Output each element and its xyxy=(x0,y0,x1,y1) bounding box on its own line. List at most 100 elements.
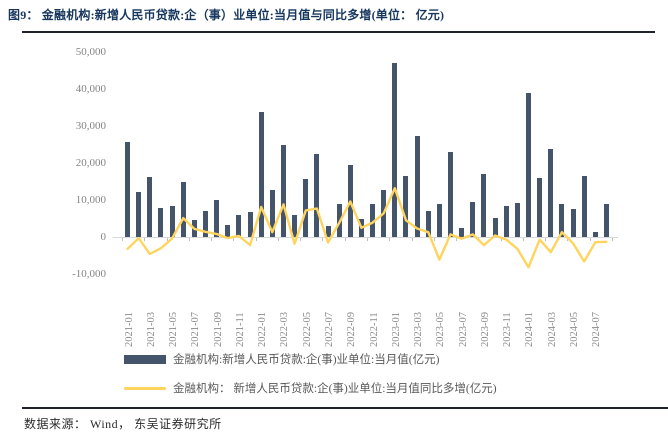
bottom-divider xyxy=(22,407,668,409)
axis-tick xyxy=(545,238,547,241)
bar-2023-10 xyxy=(492,218,498,237)
axis-tick xyxy=(144,238,146,241)
line-series-label: 金融机构： 新增人民币贷款:企(事)业单位:当月值同比多增(亿元) xyxy=(173,383,497,395)
x-axis-label: 2023-09 xyxy=(479,312,491,347)
y-axis-label: 30,000 xyxy=(75,119,106,132)
x-axis-label: 2022-03 xyxy=(279,312,291,347)
legend-item-bar-series: 金融机构:新增人民币贷款:企(事)业单位:当月值(亿元) xyxy=(124,351,664,367)
bar-2022-05 xyxy=(303,179,309,237)
bar-2023-06 xyxy=(448,151,454,237)
bar-2022-06 xyxy=(314,154,320,237)
axis-tick xyxy=(344,238,346,241)
bar-2021-12 xyxy=(247,212,253,237)
bar-2023-07 xyxy=(459,228,465,237)
bar-2024-01 xyxy=(525,93,531,237)
bar-2024-04 xyxy=(559,204,565,237)
bar-2022-02 xyxy=(269,190,275,237)
x-axis-label: 2021-07 xyxy=(190,312,202,347)
chart-plot-area: 50,000 40,000 30,000 20,000 10,000 0 -10,000 20… xyxy=(0,36,668,351)
x-axis-label: 2023-05 xyxy=(435,312,447,347)
bar-series-label: 金融机构:新增人民币贷款:企(事)业单位:当月值(亿元) xyxy=(173,354,440,366)
bar-2022-12 xyxy=(381,189,387,237)
axis-tick xyxy=(166,238,168,241)
figure-title: 图9： 金融机构:新增人民币贷款:企（事）业单位:当月值与同比多增(单位： 亿元… xyxy=(8,8,445,22)
bar-2024-08 xyxy=(603,204,609,237)
bar-2022-08 xyxy=(336,204,342,237)
bar-2024-07 xyxy=(592,231,598,237)
bar-2023-01 xyxy=(392,62,398,237)
bar-2023-12 xyxy=(514,202,520,237)
y-axis-label: 10,000 xyxy=(75,193,106,206)
axis-tick xyxy=(277,238,279,241)
bar-2023-05 xyxy=(436,204,442,237)
x-axis-label: 2024-03 xyxy=(546,312,558,347)
axis-tick xyxy=(589,238,591,241)
axis-tick xyxy=(433,238,435,241)
axis-tick xyxy=(211,238,213,241)
axis-tick xyxy=(255,238,257,241)
y-axis-label: 0 xyxy=(100,230,107,243)
x-axis-label: 2024-07 xyxy=(591,312,603,347)
axis-tick xyxy=(500,238,502,241)
axis-tick xyxy=(367,238,368,241)
bar-2022-09 xyxy=(347,165,353,237)
bar-2024-06 xyxy=(581,175,587,237)
bar-2022-10 xyxy=(358,218,364,237)
bar-2022-03 xyxy=(280,144,286,237)
axis-tick xyxy=(122,238,123,241)
bar-2021-11 xyxy=(236,215,242,237)
axis-tick xyxy=(188,238,190,241)
x-axis-label: 2023-07 xyxy=(457,312,469,347)
bar-2023-11 xyxy=(503,205,509,237)
axis-tick xyxy=(389,238,391,241)
bar-2022-04 xyxy=(292,214,298,237)
bar-2021-05 xyxy=(169,205,175,237)
bar-2022-11 xyxy=(370,204,376,237)
bar-2024-03 xyxy=(548,149,554,237)
line-series-swatch xyxy=(124,386,166,390)
bar-2021-03 xyxy=(147,177,153,237)
x-axis-label: 2021-11 xyxy=(234,312,246,347)
bar-2021-01 xyxy=(125,141,131,237)
bar-2022-07 xyxy=(325,225,331,237)
x-axis-label: 2021-05 xyxy=(168,312,180,347)
x-axis-label: 2022-01 xyxy=(257,312,269,347)
bar-2022-01 xyxy=(258,112,264,237)
data-source: 数据来源： Wind， 东吴证券研究所 xyxy=(24,417,222,431)
x-axis-label: 2023-03 xyxy=(413,312,425,347)
axis-tick xyxy=(478,238,480,241)
x-axis-label: 2022-09 xyxy=(346,312,358,347)
bar-2021-08 xyxy=(203,211,209,237)
x-axis-label: 2021-01 xyxy=(123,312,135,347)
axis-tick xyxy=(322,238,324,241)
y-axis-label: -10,000 xyxy=(72,267,106,280)
bar-2021-06 xyxy=(180,181,186,237)
x-axis-label: 2022-11 xyxy=(368,312,380,347)
chart-legend: 金融机构:新增人民币贷款:企(事)业单位:当月值(亿元) 金融机构： 新增人民币… xyxy=(124,351,664,409)
bar-2023-09 xyxy=(481,173,487,237)
x-axis-label: 2021-09 xyxy=(212,312,224,347)
bar-2023-03 xyxy=(414,136,420,237)
axis-tick xyxy=(411,238,413,241)
bar-2023-02 xyxy=(403,176,409,237)
x-axis-label: 2023-01 xyxy=(390,312,402,347)
legend-item-line-series: 金融机构： 新增人民币贷款:企(事)业单位:当月值同比多增(亿元) xyxy=(124,380,664,396)
axis-tick xyxy=(456,238,458,241)
x-axis-label: 2022-07 xyxy=(324,312,336,347)
top-divider xyxy=(22,31,655,33)
x-axis-label: 2023-11 xyxy=(502,312,514,347)
axis-tick xyxy=(567,238,569,241)
bar-2021-02 xyxy=(136,191,142,237)
trend-line xyxy=(126,186,608,269)
y-axis-label: 40,000 xyxy=(75,82,106,95)
bar-series-swatch xyxy=(124,354,166,364)
y-axis-label: 20,000 xyxy=(75,156,106,169)
bar-2023-04 xyxy=(425,211,431,237)
bar-2024-05 xyxy=(570,208,576,237)
axis-tick xyxy=(612,238,613,241)
x-axis-label: 2022-05 xyxy=(301,312,313,347)
axis-tick xyxy=(233,238,235,241)
bar-2023-08 xyxy=(470,201,476,237)
y-axis-label: 50,000 xyxy=(75,45,106,58)
x-axis-label: 2021-03 xyxy=(145,312,157,347)
